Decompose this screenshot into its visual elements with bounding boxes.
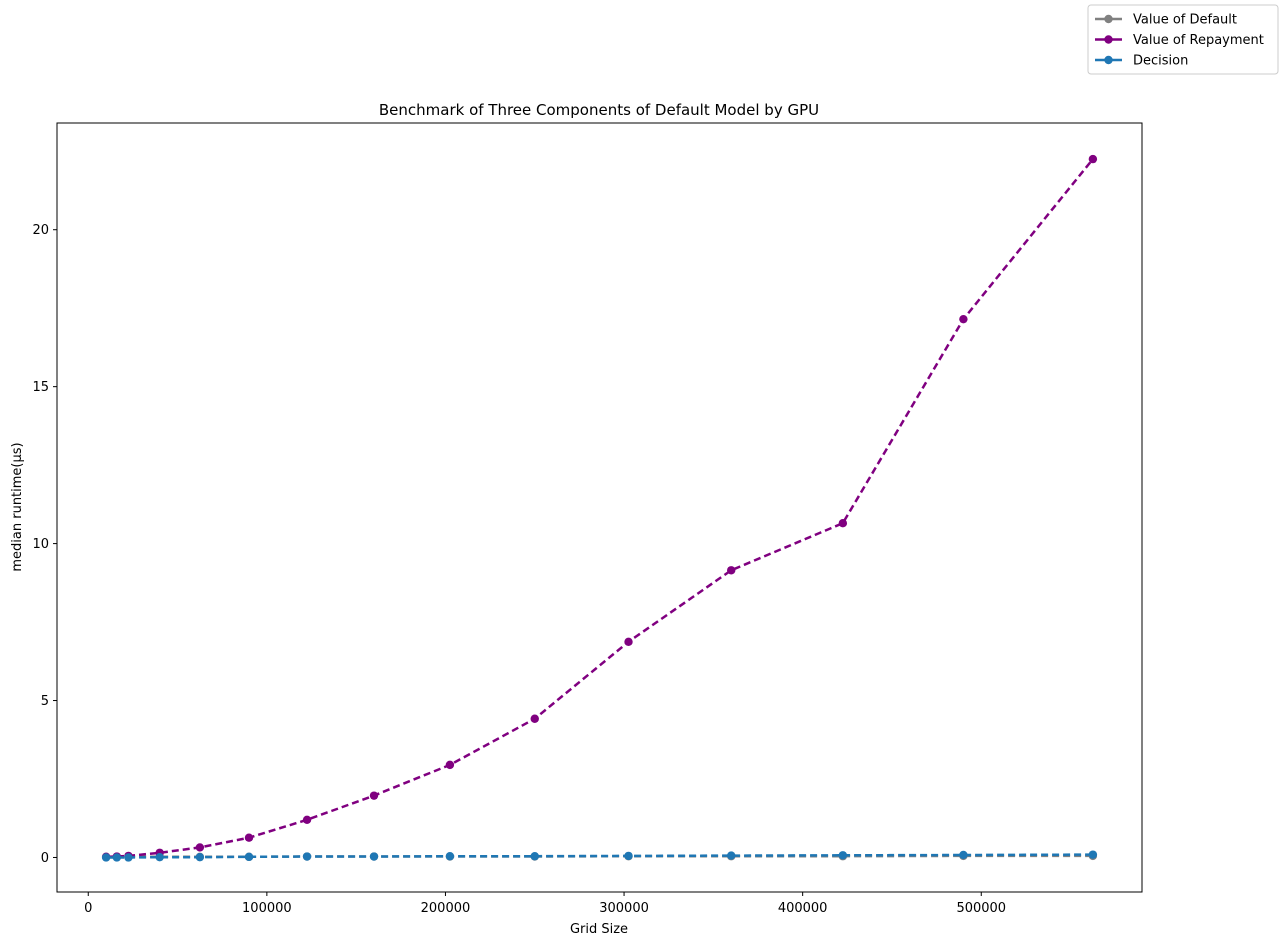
data-point bbox=[1088, 850, 1098, 859]
data-point bbox=[369, 791, 379, 800]
data-point bbox=[530, 714, 539, 723]
x-axis-label: Grid Size bbox=[570, 922, 628, 937]
legend-entry: Decision bbox=[1095, 54, 1188, 69]
series-line bbox=[106, 158, 1094, 859]
legend-marker bbox=[1104, 35, 1113, 44]
y-tick-label: 20 bbox=[32, 223, 49, 238]
data-point bbox=[155, 852, 164, 862]
data-point bbox=[369, 852, 379, 861]
x-axis: 0 100000 200000 300000 400000 500000 bbox=[84, 892, 1006, 916]
y-axis-label: median runtime(μs) bbox=[10, 442, 25, 571]
x-tick-label: 400000 bbox=[778, 901, 828, 916]
y-tick-label: 0 bbox=[41, 851, 49, 866]
x-tick-label: 300000 bbox=[599, 901, 649, 916]
data-point bbox=[195, 852, 205, 862]
legend-entry: Value of Default bbox=[1095, 13, 1237, 28]
data-point bbox=[624, 637, 633, 647]
plot-area bbox=[101, 154, 1098, 862]
data-point bbox=[727, 566, 736, 575]
x-tick-label: 0 bbox=[84, 901, 92, 916]
y-tick-label: 5 bbox=[41, 694, 49, 709]
legend-marker bbox=[1104, 14, 1113, 24]
y-tick-label: 10 bbox=[32, 537, 49, 552]
data-point bbox=[838, 851, 848, 860]
data-point bbox=[244, 833, 254, 842]
x-tick-label: 200000 bbox=[421, 901, 471, 916]
data-point bbox=[838, 518, 848, 528]
data-point bbox=[530, 852, 539, 861]
series-1 bbox=[101, 154, 1098, 862]
x-tick-label: 500000 bbox=[956, 901, 1006, 916]
data-point bbox=[1088, 154, 1098, 164]
legend-label: Value of Default bbox=[1133, 13, 1237, 28]
data-point bbox=[624, 851, 633, 861]
data-point bbox=[445, 852, 455, 861]
data-point bbox=[302, 815, 312, 825]
legend-entry: Value of Repayment bbox=[1095, 33, 1264, 48]
data-point bbox=[124, 853, 133, 862]
legend-label: Decision bbox=[1133, 54, 1188, 69]
legend-marker bbox=[1104, 55, 1113, 65]
data-point bbox=[195, 843, 205, 852]
series-2 bbox=[101, 850, 1098, 862]
chart-title: Benchmark of Three Components of Default… bbox=[379, 101, 819, 119]
legend: Value of Default Value of Repayment Decisi… bbox=[1087, 4, 1279, 75]
data-point bbox=[727, 851, 736, 860]
data-point bbox=[101, 853, 111, 862]
x-tick-label: 100000 bbox=[242, 901, 292, 916]
data-point bbox=[244, 852, 254, 862]
legend-label: Value of Repayment bbox=[1133, 33, 1264, 48]
y-tick-label: 15 bbox=[32, 380, 49, 395]
data-point bbox=[445, 760, 455, 770]
data-point bbox=[112, 853, 122, 862]
data-point bbox=[959, 314, 968, 324]
axes-frame bbox=[56, 122, 1143, 893]
legend-frame bbox=[1087, 4, 1279, 75]
data-point bbox=[959, 850, 968, 860]
y-axis: 0 5 10 15 20 bbox=[32, 223, 57, 866]
data-point bbox=[302, 852, 312, 861]
